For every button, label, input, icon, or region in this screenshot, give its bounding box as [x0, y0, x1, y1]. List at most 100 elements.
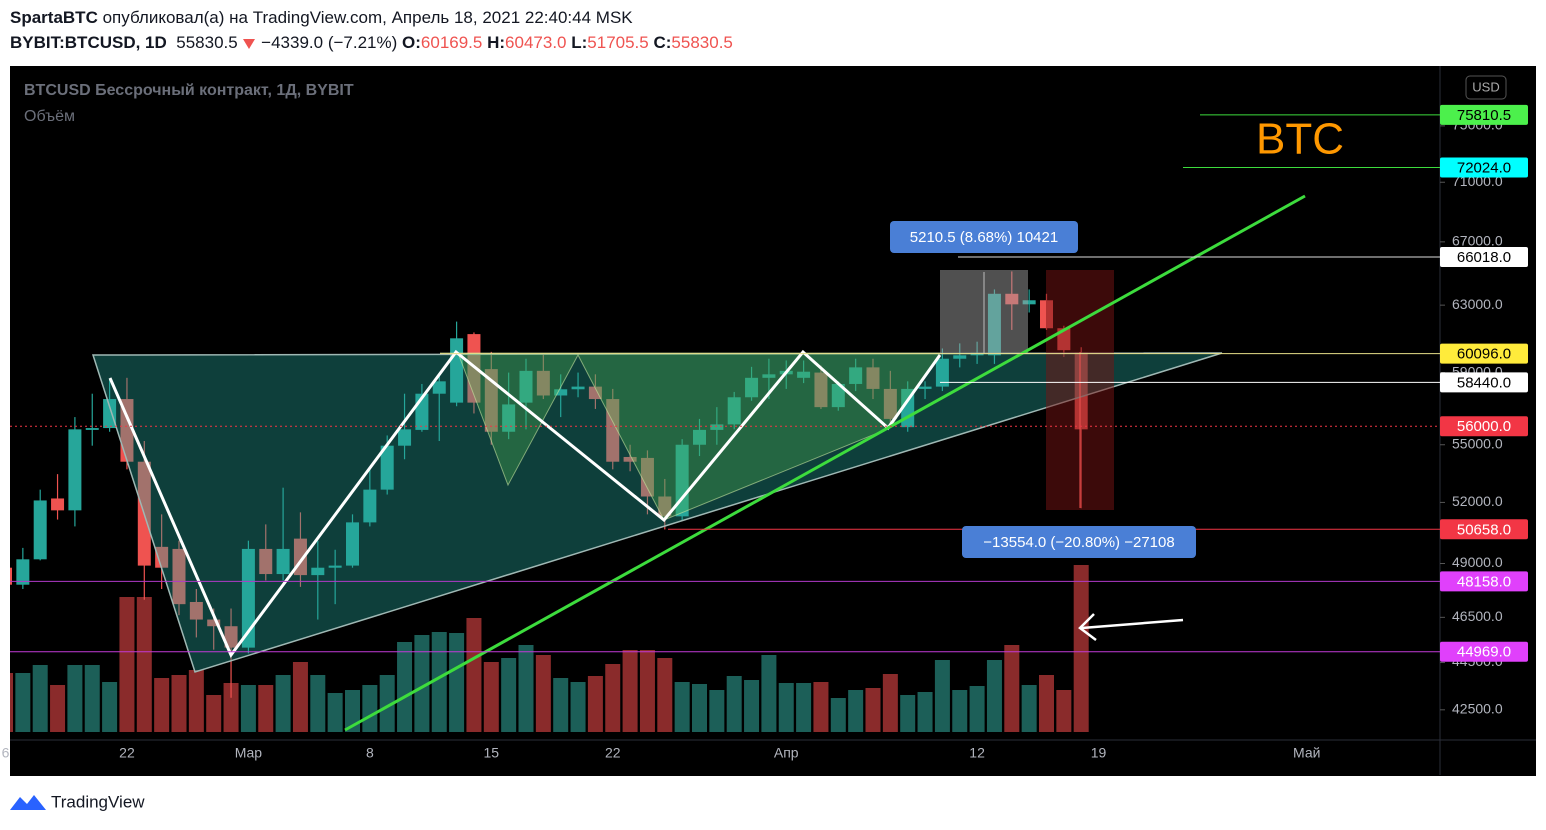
trend-line: [344, 194, 1306, 732]
published: опубликовал(а) на TradingView.com, Апрел…: [102, 8, 633, 27]
volume-bar: [32, 665, 48, 732]
volume-bar: [570, 682, 586, 732]
ohlc-value: 55830.5: [671, 33, 733, 52]
ohlc-key: O:: [402, 33, 421, 52]
price-tag-label: 72024.0: [1457, 159, 1511, 176]
volume-bar: [761, 655, 777, 732]
candle-body: [554, 389, 568, 396]
candle-body: [224, 626, 238, 648]
volume-bar: [848, 690, 864, 732]
price-tag-label: 58440.0: [1457, 374, 1511, 391]
price-tag: [1440, 157, 1528, 178]
candle-body: [883, 388, 897, 419]
candle-body: [831, 383, 845, 408]
volume-bar: [119, 597, 135, 732]
price-tag-layer: 75810.5 72024.0 66018.0 60096.0 58440.0 56000…: [1440, 104, 1528, 662]
candle-body: [727, 397, 741, 425]
price-tag-label: 50658.0: [1457, 521, 1511, 538]
x-tick-label: 22: [605, 745, 621, 761]
volume-bar: [553, 678, 569, 732]
candle-body: [797, 371, 811, 378]
measure-label: 5210.5 (8.68%) 10421: [910, 229, 1058, 246]
ohlc-key: L:: [571, 33, 588, 52]
currency[interactable]: USD: [1472, 79, 1499, 94]
volume-bar: [865, 688, 881, 732]
y-tick-label: 67000.0: [1452, 233, 1503, 249]
candle-body: [398, 429, 412, 446]
measure-label-box: [890, 221, 1078, 253]
volume-bar: [15, 673, 31, 732]
candle-body: [120, 399, 134, 462]
volume-bar: [639, 650, 655, 732]
y-tick-label: 55000.0: [1452, 435, 1503, 451]
candle-body: [346, 522, 359, 566]
volume-bar: [136, 597, 152, 732]
volume-bar: [1021, 685, 1037, 732]
candle-body: [10, 567, 12, 585]
volume-bar: [778, 683, 794, 732]
candle-body: [259, 548, 273, 575]
drawings: [91, 194, 1306, 732]
volume-bar: [466, 618, 482, 732]
candle-body: [33, 500, 47, 560]
candle-body: [693, 429, 706, 445]
price-tag-label: 48158.0: [1457, 573, 1511, 590]
candle-body: [16, 559, 30, 585]
volume-bar: [292, 662, 308, 732]
ohlc-value: 60473.0: [505, 33, 567, 52]
candle-body: [571, 386, 585, 390]
volume-bar: [206, 695, 222, 732]
volume-bar: [518, 645, 534, 732]
header-line: SpartaBTC опубликовал(а) на TradingView.…: [10, 8, 633, 28]
candle-body: [432, 381, 446, 394]
volume-bar: [830, 698, 846, 732]
volume-bar: [1073, 565, 1089, 732]
axis-layer: 42500.044500.046500.049000.052000.055000…: [2, 117, 1503, 761]
price-line-layer: [10, 114, 1440, 653]
measure-label-box: [962, 526, 1196, 558]
candle-body: [710, 424, 724, 430]
candle-body: [51, 498, 65, 511]
volume-bar: [969, 686, 985, 732]
volume-bar: [414, 635, 430, 732]
price-tag: [1440, 416, 1528, 437]
candle-body: [207, 619, 221, 627]
price-tag: [1440, 247, 1528, 268]
y-tick-label: 52000.0: [1452, 493, 1503, 509]
volume-bar: [345, 690, 360, 732]
volume-bar: [674, 682, 690, 732]
candle-body: [814, 372, 828, 408]
y-tick-label: 46500.0: [1452, 608, 1503, 624]
volume-bar: [986, 660, 1002, 732]
ohlc-key: H:: [487, 33, 506, 52]
price-tag-label: 75810.5: [1457, 107, 1511, 124]
candle-body: [380, 445, 394, 490]
legend-volume: Объём: [24, 108, 75, 125]
candle-body: [675, 444, 689, 517]
volume-bar: [327, 693, 343, 732]
logo: [10, 795, 46, 810]
volume-bar: [275, 675, 291, 732]
currency-button[interactable]: [1465, 75, 1507, 100]
volume-bar: [1056, 690, 1072, 732]
candle-body: [640, 457, 654, 497]
candle-body: [68, 429, 82, 511]
price-tag: [1440, 343, 1528, 364]
candle-body: [745, 377, 759, 398]
ohlc-key: C:: [653, 33, 672, 52]
candle-body: [762, 374, 776, 378]
volume-bar: [657, 658, 673, 732]
volume-bar: [379, 675, 395, 732]
y-tick-label: 49000.0: [1452, 554, 1503, 570]
ohlc-value: 60169.5: [420, 33, 483, 52]
volume-bar: [102, 682, 118, 732]
candle-body: [623, 456, 637, 462]
x-tick-label: 6: [2, 745, 10, 761]
candle-body: [241, 548, 255, 648]
down-icon: [243, 38, 256, 49]
volume-bar: [67, 665, 83, 732]
candle-body: [935, 358, 949, 387]
volume-bar: [154, 678, 170, 732]
